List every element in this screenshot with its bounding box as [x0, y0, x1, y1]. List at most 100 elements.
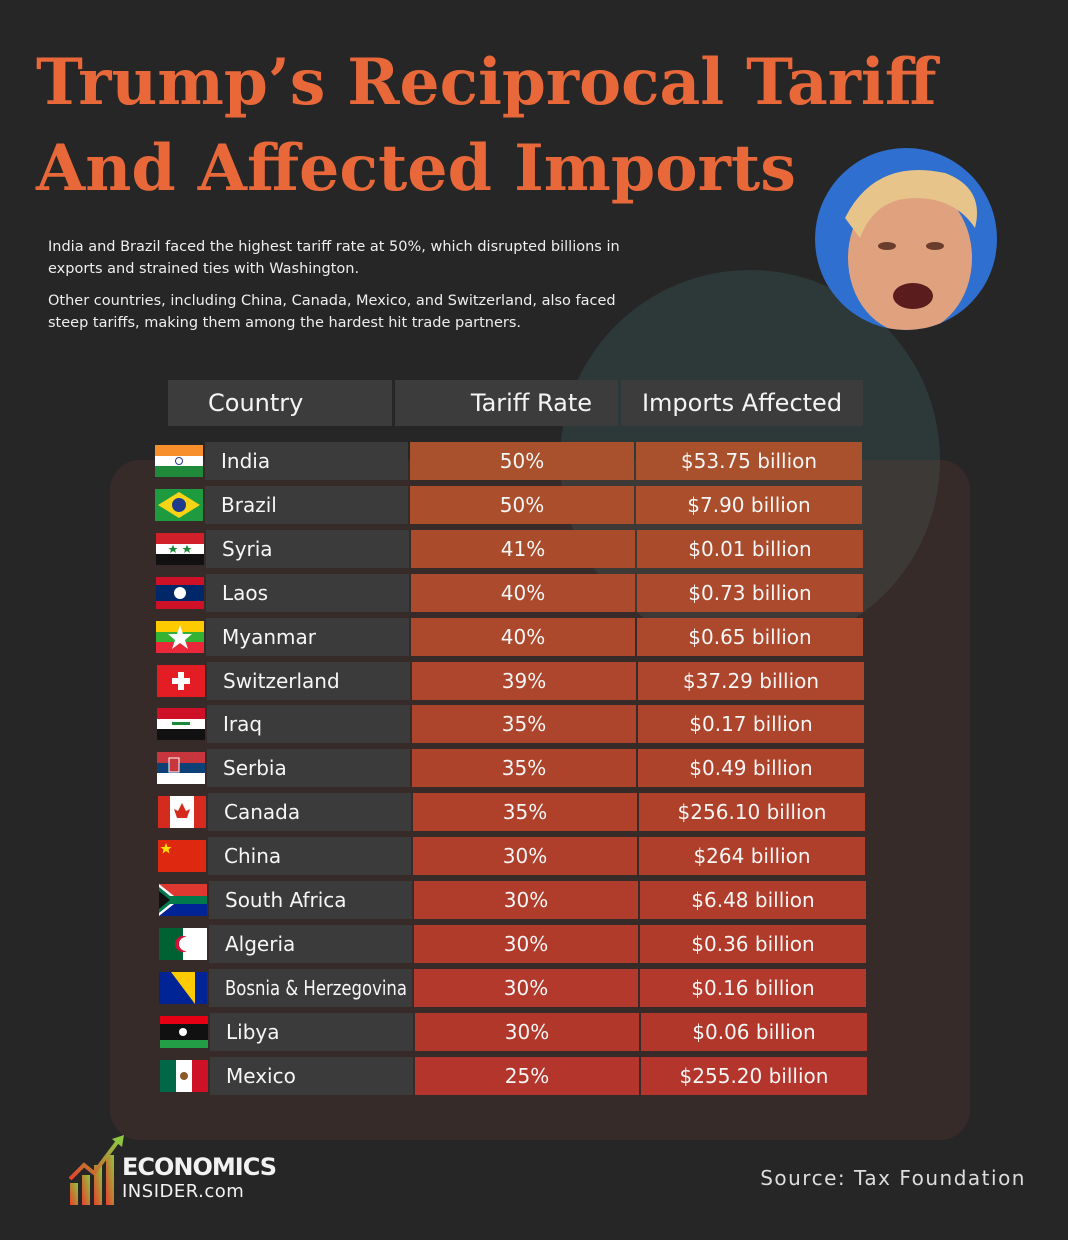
imports-affected-cell: $0.01 billion	[637, 529, 863, 568]
tariff-rate: 30%	[503, 975, 549, 1000]
title-line-2-box: And Affected Imports	[36, 126, 936, 212]
intro-paragraph-2: Other countries, including China, Canada…	[48, 293, 616, 331]
header-imports-affected: Imports Affected	[641, 389, 843, 417]
tariff-rate-cell: 41%	[411, 529, 635, 568]
title-line-1: Trump’s Reciprocal Tariff	[36, 45, 937, 120]
title-line-1-box: Trump’s Reciprocal Tariff	[36, 40, 937, 126]
tariff-rate: 25%	[504, 1063, 550, 1088]
tariff-rate: 39%	[501, 668, 547, 693]
imports-affected: $0.49 billion	[689, 756, 813, 781]
tariff-rate: 40%	[500, 624, 546, 649]
growth-chart-icon	[68, 1135, 124, 1205]
imports-affected-cell: $0.36 billion	[640, 924, 866, 963]
imports-affected: $264 billion	[693, 844, 811, 869]
tariff-rate: 35%	[502, 800, 548, 825]
logo-text-economics: ECONOMICS	[122, 1153, 277, 1181]
country-name: India	[221, 449, 271, 473]
tariff-rate-cell: 40%	[411, 573, 635, 612]
country-cell: Syria	[206, 529, 409, 568]
tariff-rate: 50%	[499, 492, 545, 517]
imports-affected-cell: $0.65 billion	[637, 617, 863, 656]
tariff-rate-cell: 50%	[410, 485, 634, 524]
imports-affected-cell: $0.49 billion	[638, 749, 864, 788]
tariff-rate-cell: 30%	[414, 924, 638, 963]
imports-affected: $0.73 billion	[688, 580, 812, 605]
country-name: Bosnia & Herzegovina	[225, 975, 407, 1000]
country-name: China	[224, 844, 282, 869]
header-tariff-rate-cell: Tariff Rate	[395, 380, 618, 426]
country-name: Laos	[222, 580, 269, 605]
country-name: Canada	[224, 800, 301, 825]
imports-affected-cell: $0.73 billion	[637, 573, 863, 612]
country-name: Mexico	[226, 1063, 296, 1088]
tariff-rate: 30%	[504, 1019, 550, 1044]
tariff-rate: 30%	[503, 888, 549, 912]
flag-switzerland-icon	[157, 664, 205, 697]
country-name: Myanmar	[222, 624, 316, 649]
tariff-rate-cell: 25%	[415, 1056, 639, 1095]
logo-text-insider: INSIDER.com	[122, 1181, 245, 1202]
intro-paragraph-1: India and Brazil faced the highest tarif…	[48, 239, 620, 277]
imports-affected-cell: $0.17 billion	[638, 705, 864, 744]
flag-syria-icon	[156, 532, 204, 565]
flag-iraq-icon	[157, 708, 205, 741]
source-note: Source: Tax Foundation	[760, 1166, 1026, 1190]
country-cell: Switzerland	[207, 661, 410, 700]
flag-china-icon	[158, 840, 206, 873]
imports-affected-cell: $7.90 billion	[636, 485, 862, 524]
tariff-rate: 50%	[499, 449, 545, 473]
tariff-rate-cell: 35%	[412, 749, 636, 788]
country-cell: Bosnia & Herzegovina	[209, 968, 412, 1007]
country-cell: Laos	[206, 573, 409, 612]
header-country: Country	[208, 389, 304, 417]
header-country-cell: Country	[168, 380, 392, 426]
country-cell: Serbia	[207, 749, 410, 788]
country-cell: Algeria	[209, 924, 412, 963]
country-cell: Brazil	[205, 485, 408, 524]
tariff-rate: 30%	[503, 931, 549, 956]
imports-affected-cell: $264 billion	[639, 837, 865, 876]
tariff-rate: 30%	[502, 844, 548, 869]
flag-south-africa-icon	[159, 884, 207, 916]
imports-affected: $255.20 billion	[679, 1063, 829, 1088]
imports-affected: $53.75 billion	[680, 449, 818, 473]
country-cell: Libya	[210, 1012, 413, 1051]
imports-affected-cell: $37.29 billion	[638, 661, 864, 700]
country-name: South Africa	[225, 888, 347, 912]
imports-affected-cell: $6.48 billion	[640, 881, 866, 919]
imports-affected: $0.36 billion	[691, 931, 815, 956]
country-cell: China	[208, 837, 411, 876]
imports-affected: $0.01 billion	[688, 536, 812, 561]
imports-affected-cell: $53.75 billion	[636, 442, 862, 480]
flag-algeria-icon	[159, 927, 207, 960]
country-name: Iraq	[223, 712, 263, 737]
country-name: Brazil	[221, 492, 277, 517]
country-cell: Iraq	[207, 705, 410, 744]
imports-affected: $0.06 billion	[692, 1019, 816, 1044]
flag-libya-icon	[160, 1015, 208, 1048]
country-name: Serbia	[223, 756, 287, 781]
imports-affected-cell: $255.20 billion	[641, 1056, 867, 1095]
country-name: Algeria	[225, 931, 296, 956]
flag-india-icon	[155, 445, 203, 477]
imports-affected: $0.65 billion	[688, 624, 812, 649]
imports-affected: $7.90 billion	[687, 492, 811, 517]
tariff-rate-cell: 39%	[412, 661, 636, 700]
flag-brazil-icon	[155, 488, 203, 521]
tariff-rate: 35%	[501, 756, 547, 781]
tariff-rate-cell: 35%	[412, 705, 636, 744]
tariff-rate-cell: 30%	[414, 968, 638, 1007]
header-tariff-rate: Tariff Rate	[470, 389, 592, 417]
header-imports-affected-cell: Imports Affected	[621, 380, 863, 426]
imports-affected: $6.48 billion	[691, 888, 815, 912]
country-cell: Mexico	[210, 1056, 413, 1095]
tariff-rate-cell: 40%	[411, 617, 635, 656]
country-name: Libya	[226, 1019, 280, 1044]
flag-bosnia-icon	[159, 971, 207, 1004]
imports-affected-cell: $256.10 billion	[639, 793, 865, 832]
tariff-rate: 41%	[500, 536, 546, 561]
imports-affected: $256.10 billion	[677, 800, 827, 825]
title-line-2: And Affected Imports	[36, 131, 796, 206]
country-name: Syria	[222, 536, 273, 561]
imports-affected-cell: $0.06 billion	[641, 1012, 867, 1051]
